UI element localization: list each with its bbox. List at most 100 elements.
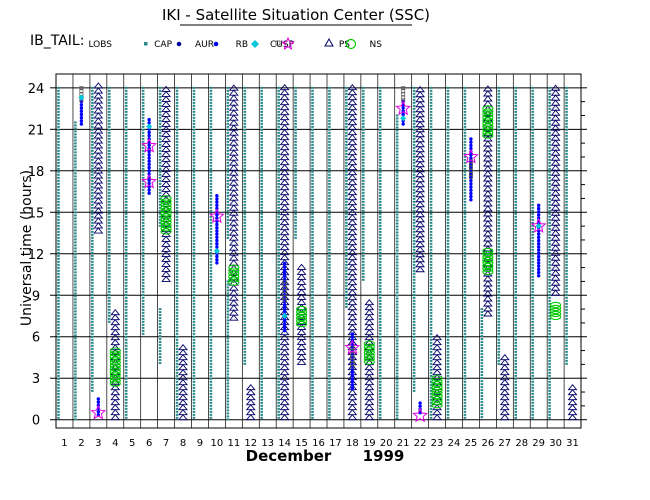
lobs-mark: [243, 137, 247, 140]
ns-mark: [347, 168, 358, 176]
lobs-mark: [260, 293, 263, 296]
lobs-mark: [175, 179, 179, 182]
lobs-mark: [514, 368, 518, 371]
lobs-mark: [497, 137, 501, 140]
lobs-mark: [107, 167, 111, 170]
lobs-mark: [311, 236, 314, 239]
lobs-mark: [91, 146, 94, 149]
lobs-mark: [74, 415, 77, 418]
lobs-mark: [57, 305, 60, 308]
lobs-mark: [446, 374, 450, 377]
lobs-mark: [412, 164, 416, 167]
lobs-mark: [243, 332, 247, 335]
lobs-mark: [514, 359, 518, 362]
lobs-mark: [480, 314, 484, 317]
lobs-mark: [243, 323, 247, 326]
lobs-mark: [531, 413, 534, 416]
ns-mark: [93, 192, 104, 199]
lobs-mark: [328, 389, 331, 392]
lobs-mark: [345, 137, 348, 140]
lobs-mark: [107, 320, 111, 323]
lobs-mark: [260, 191, 263, 194]
lobs-mark: [480, 386, 484, 389]
lobs-mark: [243, 125, 247, 128]
lobs-mark: [429, 227, 433, 230]
lobs-mark: [463, 305, 467, 308]
lobs-mark: [395, 246, 399, 249]
lobs-mark: [158, 209, 162, 212]
lobs-mark: [412, 176, 416, 179]
ns-mark: [482, 285, 493, 292]
lobs-mark: [209, 302, 213, 305]
ns-mark: [415, 191, 426, 198]
lobs-mark: [446, 365, 450, 368]
lobs-mark: [429, 176, 433, 179]
lobs-mark: [395, 192, 399, 195]
lobs-mark: [328, 362, 331, 365]
lobs-mark: [514, 152, 518, 155]
ns-mark: [347, 138, 358, 146]
lobs-mark: [141, 116, 145, 119]
ns-mark: [296, 338, 307, 345]
lobs-mark: [497, 203, 501, 206]
lobs-mark: [209, 146, 213, 149]
lobs-mark: [311, 287, 314, 290]
lobs-mark: [311, 299, 314, 302]
lobs-mark: [446, 167, 450, 170]
lobs-mark: [260, 155, 263, 158]
lobs-mark: [412, 122, 416, 125]
ns-circle-mark: [160, 201, 172, 208]
lobs-mark: [412, 287, 416, 290]
ns-mark: [161, 245, 172, 252]
ns-mark: [279, 413, 290, 421]
lobs-mark: [412, 284, 416, 287]
ns-mark: [110, 408, 121, 416]
lobs-mark: [311, 176, 314, 179]
lobs-mark: [429, 191, 433, 194]
lobs-mark: [463, 197, 467, 200]
lobs-mark: [548, 194, 551, 197]
lobs-mark: [141, 167, 145, 170]
aur-mark: [469, 185, 473, 189]
lobs-mark: [378, 245, 382, 248]
lobs-mark: [175, 128, 179, 131]
lobs-mark: [260, 383, 263, 386]
lobs-mark: [463, 320, 467, 323]
lobs-mark: [497, 152, 501, 155]
lobs-mark: [378, 242, 382, 245]
lobs-mark: [412, 230, 416, 233]
lobs-mark: [311, 245, 314, 248]
ns-circle-mark: [431, 378, 443, 385]
lobs-mark: [395, 267, 399, 270]
lobs-mark: [548, 224, 551, 227]
lobs-mark: [345, 287, 348, 290]
lobs-mark: [497, 167, 501, 170]
lobs-mark: [209, 407, 213, 410]
lobs-mark: [378, 287, 382, 290]
lobs-mark: [57, 398, 60, 401]
ns-mark: [482, 175, 493, 182]
ns-mark: [550, 94, 561, 101]
lobs-mark: [294, 185, 297, 188]
ns-mark: [228, 114, 239, 121]
lobs-mark: [107, 149, 111, 152]
lobs-mark: [192, 416, 196, 419]
cusp-mark: [79, 86, 84, 90]
lobs-mark: [260, 404, 263, 407]
lobs-mark: [74, 244, 77, 247]
lobs-mark: [243, 248, 247, 251]
lobs-mark: [243, 209, 247, 212]
lobs-mark: [209, 101, 213, 104]
lobs-mark: [565, 287, 568, 290]
lobs-mark: [311, 323, 314, 326]
lobs-mark: [74, 277, 77, 280]
ns-circle-mark: [482, 123, 494, 130]
aur-mark: [282, 303, 287, 307]
lobs-mark: [463, 377, 467, 380]
lobs-mark: [226, 295, 230, 298]
lobs-mark: [277, 338, 280, 341]
lobs-mark: [345, 299, 348, 302]
lobs-mark: [243, 113, 247, 116]
lobs-mark: [192, 257, 196, 260]
lobs-mark: [565, 344, 568, 347]
